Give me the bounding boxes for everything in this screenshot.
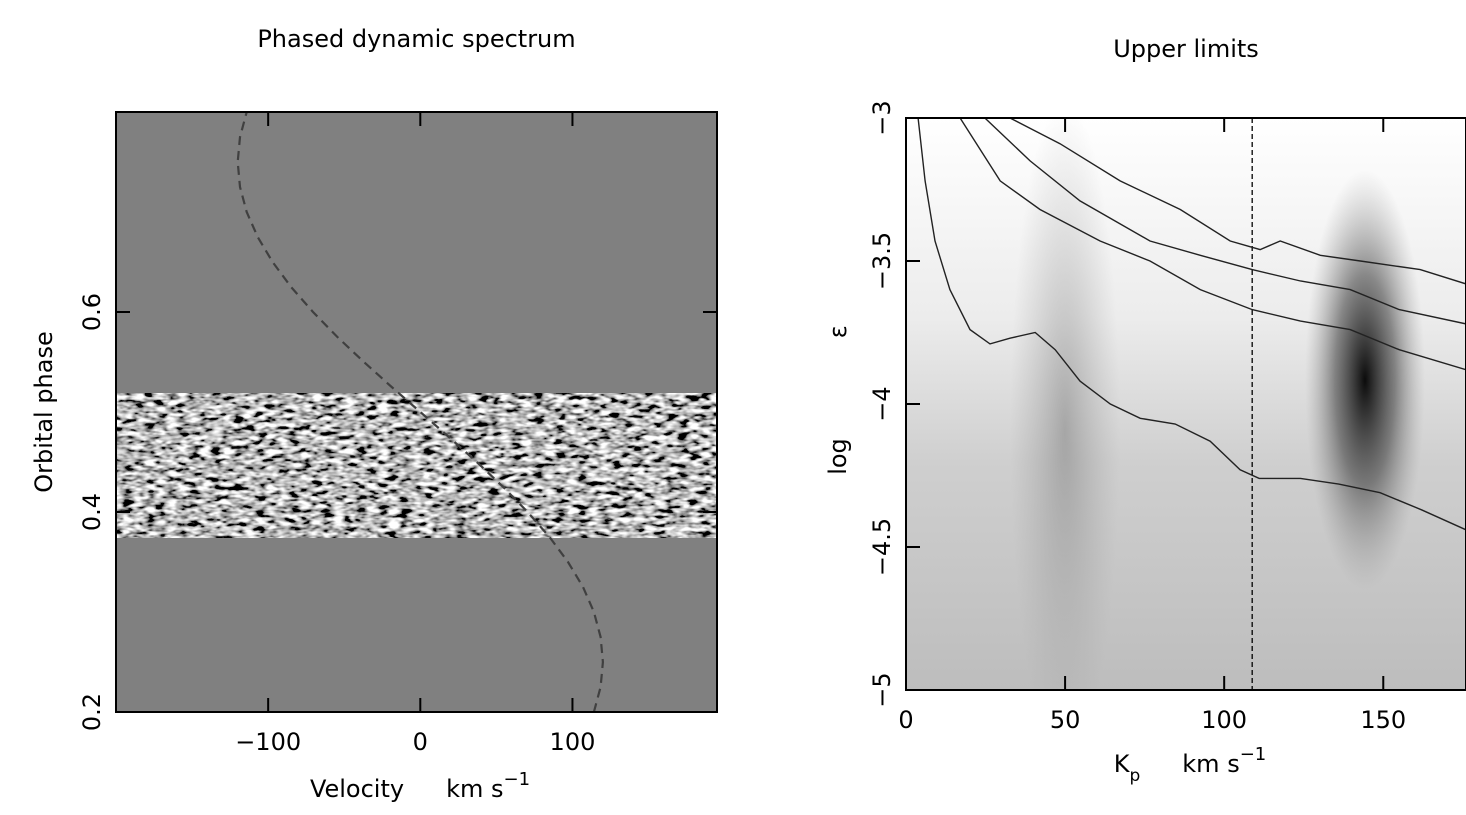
x-label-text: K (1114, 750, 1131, 778)
plot-area (116, 111, 717, 713)
y-label-text: log (824, 438, 852, 475)
x-tick-label: −100 (235, 728, 301, 756)
y-tick-label: 0.2 (78, 693, 106, 731)
line (1009, 118, 1466, 285)
line (236, 111, 605, 713)
shade (1010, 118, 1120, 690)
y-label-symbol: ε (824, 325, 852, 338)
x-unit: km s (1182, 750, 1239, 778)
line (917, 118, 1466, 531)
x-unit-exp: −1 (504, 769, 531, 790)
chart-title: Phased dynamic spectrum (257, 25, 575, 53)
y-tick-label: −3.5 (868, 232, 896, 290)
y-tick-label: −4.5 (868, 518, 896, 576)
x-tick-label: 50 (1050, 706, 1081, 734)
data-band (116, 393, 717, 538)
x-unit: km s (446, 775, 503, 803)
x-axis-label: Kp km s−1 (1114, 744, 1267, 786)
y-axis-label: log ε (824, 325, 852, 475)
x-tick-label: 150 (1360, 706, 1406, 734)
plot-area (906, 118, 1466, 690)
x-axis-label: Velocity km s−1 (310, 769, 530, 803)
y-tick-label: 0.4 (78, 493, 106, 531)
x-label-sub: p (1129, 766, 1140, 786)
x-label-text: Velocity (310, 775, 404, 803)
line (959, 118, 1466, 371)
y-tick-label: −5 (868, 672, 896, 707)
y-axis-label: Orbital phase (30, 331, 58, 493)
x-tick-label: 0 (898, 706, 913, 734)
line (984, 118, 1466, 325)
y-tick-label: −4 (868, 386, 896, 421)
shade (1305, 170, 1425, 590)
panel: 0 50 100 150 −5 −4.5 −4 −3.5 −3 Upper limits Kp km … (824, 35, 1466, 786)
x-tick-label: 0 (413, 728, 428, 756)
y-tick-label: −3 (868, 100, 896, 135)
panel: −100 0 100 0.2 0.4 0.6 Phased dynamic spectrum… (30, 25, 718, 803)
x-tick-label: 100 (1201, 706, 1247, 734)
x-tick-label: 100 (550, 728, 596, 756)
x-unit-exp: −1 (1240, 744, 1267, 765)
y-tick-label: 0.6 (78, 293, 106, 331)
chart-title: Upper limits (1113, 35, 1259, 63)
frame (115, 111, 718, 713)
